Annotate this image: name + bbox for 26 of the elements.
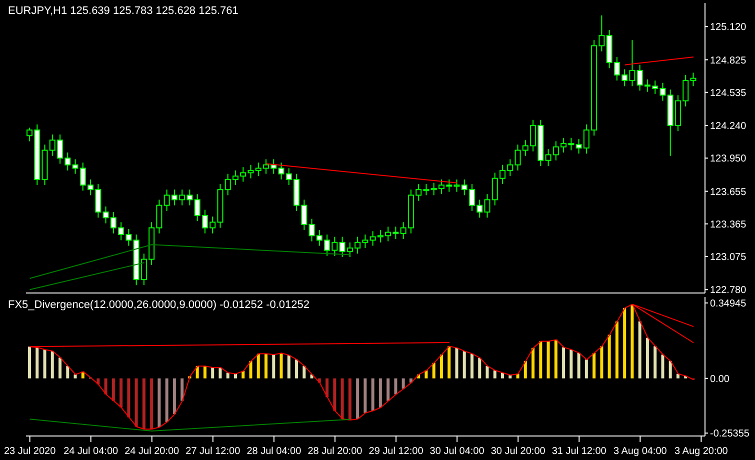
x-tick-label: 23 Jul 2020 <box>4 446 56 457</box>
x-tick-label: 24 Jul 20:00 <box>124 446 180 457</box>
x-tick-label: 28 Jul 20:00 <box>308 446 363 457</box>
y-tick-label: 123.075 <box>710 252 747 264</box>
y-tick-label: 124.535 <box>710 88 747 99</box>
x-tick-label: 3 Aug 20:00 <box>674 446 728 457</box>
y-tick-label: 123.365 <box>710 219 747 230</box>
chart-title: FX5_Divergence(12.0000,26.0000,9.0000) -0.01252 -0.01252 <box>8 299 310 311</box>
chart-title: EURJPY,H1 125.639 125.783 125.628 125.761 <box>8 5 238 17</box>
x-tick-label: 24 Jul 04:00 <box>64 446 119 457</box>
x-tick-label: 28 Jul 04:00 <box>246 446 302 457</box>
x-tick-label: 27 Jul 12:00 <box>186 446 241 457</box>
y-tick-label: 124.240 <box>710 121 747 132</box>
x-tick-label: 29 Jul 12:00 <box>368 446 424 457</box>
y-tick-label: 124.825 <box>710 55 747 66</box>
y-tick-label: 0.34945 <box>710 298 747 310</box>
y-tick-label: 125.120 <box>710 22 747 34</box>
y-tick-label: 0.00 <box>710 374 730 385</box>
x-tick-label: 3 Aug 04:00 <box>613 446 668 457</box>
y-tick-label: -0.25355 <box>710 428 750 440</box>
x-tick-label: 31 Jul 12:00 <box>552 446 607 457</box>
y-tick-label: 123.950 <box>710 154 747 165</box>
x-tick-label: 30 Jul 20:00 <box>490 446 546 457</box>
x-tick-label: 30 Jul 04:00 <box>430 446 485 457</box>
y-tick-label: 122.780 <box>710 285 747 296</box>
y-tick-label: 123.655 <box>710 186 747 198</box>
